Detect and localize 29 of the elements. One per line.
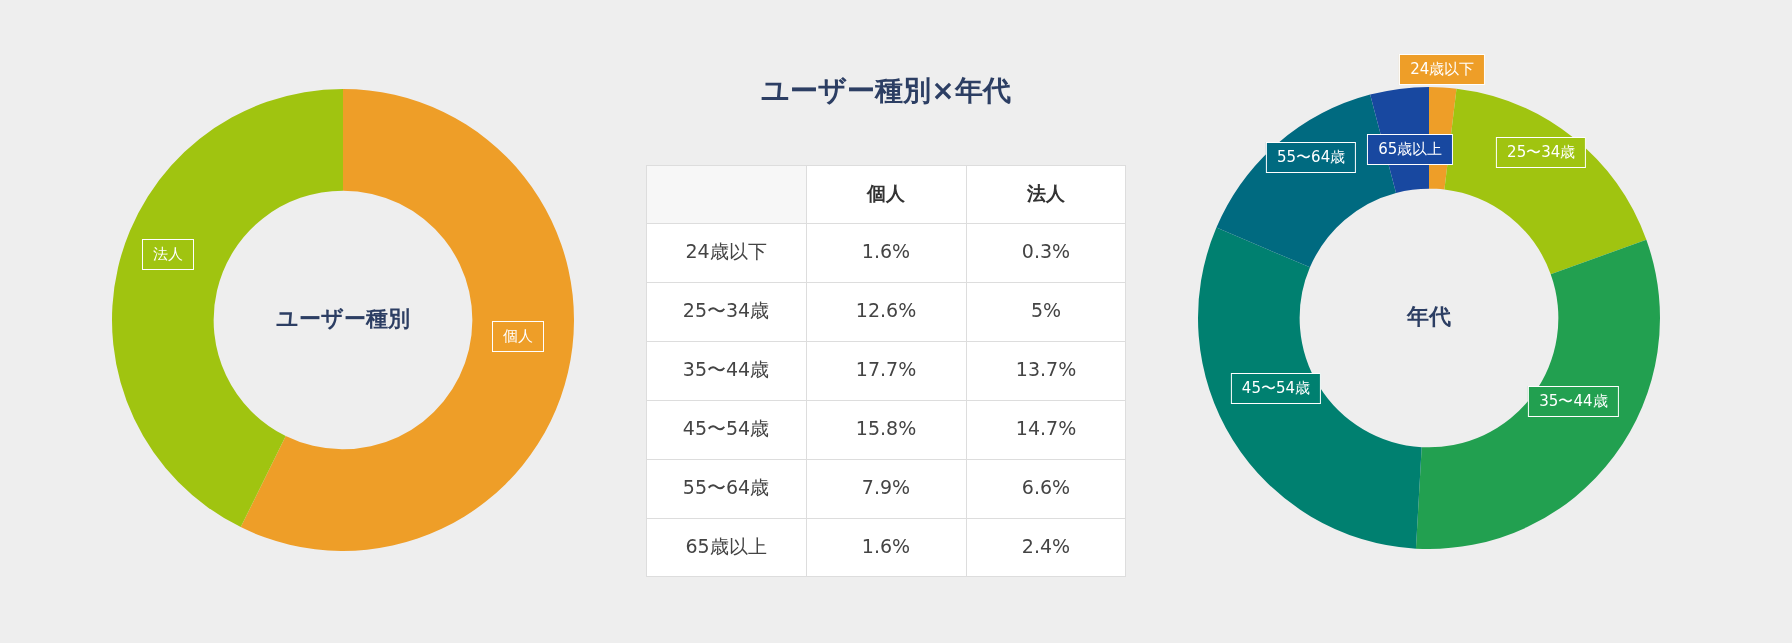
- slice-label: 65歳以上: [1367, 134, 1454, 166]
- slice-label: 法人: [141, 239, 194, 271]
- y-tick-label: 35〜44歳: [682, 358, 770, 381]
- data-label: 12.6%: [855, 299, 917, 322]
- y-tick-label: 55〜64歳: [682, 476, 770, 499]
- data-label: 15.8%: [855, 417, 917, 440]
- slice-label: 35〜44歳: [1528, 385, 1619, 417]
- slice-label: 45〜54歳: [1230, 373, 1322, 405]
- y-tick-label: 24歳以下: [685, 240, 767, 263]
- data-label: 2.4%: [1021, 535, 1071, 558]
- data-label: 13.7%: [1015, 358, 1077, 381]
- slice-label: 個人: [492, 320, 545, 352]
- data-label: 1.6%: [861, 240, 911, 263]
- text: ユーザー種別: [276, 305, 410, 331]
- slice-label: 24歳以下: [1399, 54, 1486, 86]
- data-label: 5%: [1030, 299, 1062, 322]
- slice-label: 55〜64歳: [1266, 141, 1357, 173]
- y-tick-label: 25〜34歳: [682, 299, 770, 322]
- data-label: 14.7%: [1015, 417, 1077, 440]
- data-label: 17.7%: [855, 358, 917, 381]
- text: 年代: [1406, 303, 1451, 329]
- chart-title: ユーザー種別×年代: [760, 73, 1012, 109]
- y-tick-label: 45〜54歳: [682, 417, 770, 440]
- data-label: 7.9%: [861, 476, 911, 499]
- data-label: 1.6%: [861, 535, 911, 558]
- data-label: 6.6%: [1021, 476, 1071, 499]
- y-tick-label: 65歳以上: [685, 535, 767, 558]
- slice-label: 25〜34歳: [1496, 137, 1587, 169]
- data-label: 0.3%: [1021, 240, 1071, 263]
